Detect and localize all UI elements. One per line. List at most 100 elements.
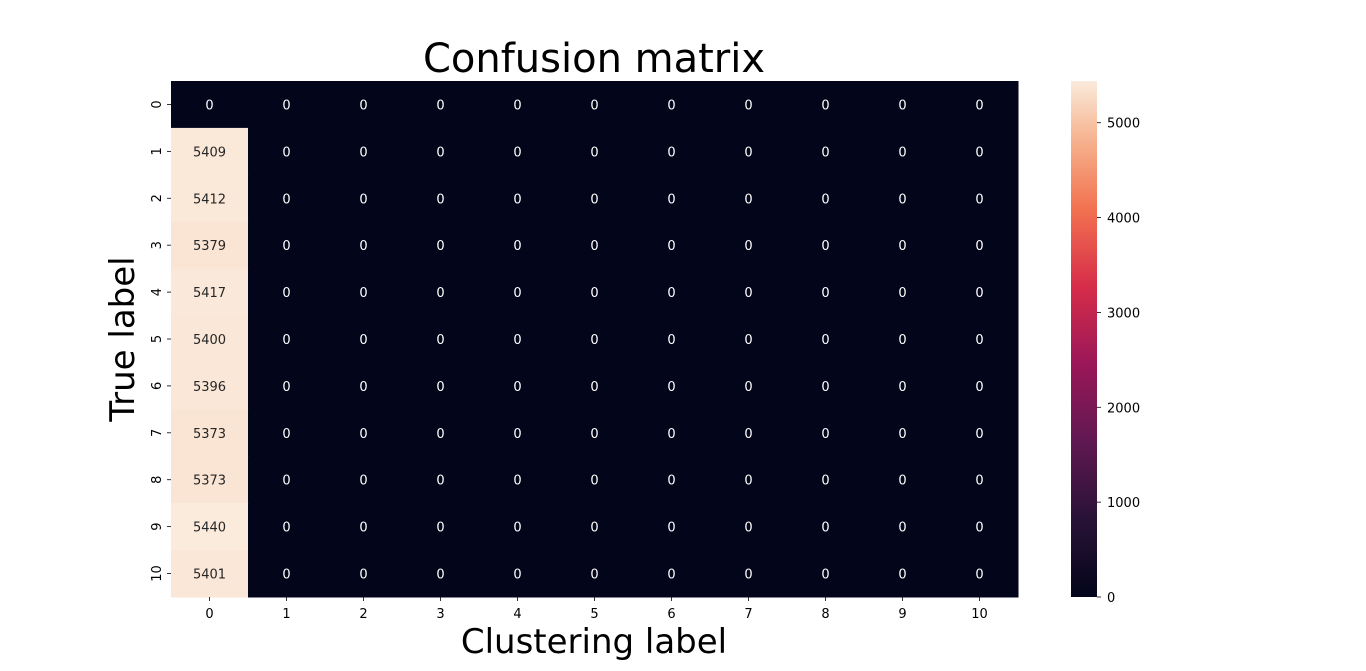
heatmap-cell [710, 456, 788, 504]
heatmap-cell [556, 550, 634, 598]
x-tick-label: 6 [667, 607, 675, 622]
cell-value-label: 0 [513, 568, 521, 583]
colorbar-tick-label: 3000 [1107, 306, 1140, 321]
heatmap-cell [710, 362, 788, 410]
cell-value-label: 0 [436, 286, 444, 301]
y-axis-title: True label [103, 256, 143, 422]
cell-value-label: 0 [590, 521, 598, 536]
heatmap-cell [402, 174, 480, 223]
cell-value-label: 0 [898, 239, 906, 254]
x-axis-title: Clustering label [461, 622, 727, 662]
cell-value-label: 0 [744, 239, 752, 254]
cell-value-label: 5440 [193, 521, 226, 536]
heatmap-cell [864, 362, 942, 410]
heatmap-cell [479, 221, 557, 270]
cell-value-label: 0 [667, 239, 675, 254]
heatmap-cell [787, 268, 865, 317]
cell-value-label: 0 [282, 474, 290, 489]
heatmap-cell [941, 174, 1019, 223]
cell-value-label: 0 [821, 286, 829, 301]
cell-value-label: 0 [821, 145, 829, 160]
heatmap-cell [248, 81, 326, 129]
heatmap-cell [171, 268, 249, 317]
cell-value-label: 0 [975, 192, 983, 207]
heatmap-cell [325, 268, 403, 317]
heatmap-cell [171, 362, 249, 410]
heatmap-cell [787, 81, 865, 129]
cell-value-label: 0 [667, 568, 675, 583]
heatmap-cell [864, 221, 942, 270]
cell-value-label: 0 [898, 192, 906, 207]
heatmap-cell [248, 127, 326, 176]
heatmap-cell [325, 174, 403, 223]
cell-value-label: 0 [821, 427, 829, 442]
cell-value-label: 0 [667, 427, 675, 442]
cell-value-label: 0 [667, 98, 675, 113]
heatmap-cell [325, 503, 403, 551]
cell-value-label: 0 [282, 427, 290, 442]
cell-value-label: 0 [282, 145, 290, 160]
cell-value-label: 0 [744, 286, 752, 301]
heatmap-cell [325, 127, 403, 176]
heatmap-cell [941, 409, 1019, 457]
cell-value-label: 0 [513, 239, 521, 254]
colorbar-tick-label: 1000 [1107, 496, 1140, 511]
cell-value-label: 5373 [193, 427, 226, 442]
y-tick-label: 0 [150, 100, 165, 108]
cell-value-label: 0 [821, 333, 829, 348]
x-tick-label: 3 [436, 607, 444, 622]
heatmap-cell [479, 550, 557, 598]
cell-value-label: 0 [359, 568, 367, 583]
heatmap-cell [325, 550, 403, 598]
colorbar [1071, 81, 1097, 597]
cell-value-label: 0 [744, 98, 752, 113]
heatmap-cell [171, 127, 249, 176]
y-tick-label: 3 [150, 241, 165, 249]
cell-value-label: 0 [898, 427, 906, 442]
heatmap-cell [941, 268, 1019, 317]
heatmap-cell [479, 409, 557, 457]
cell-value-label: 0 [282, 286, 290, 301]
heatmap-cell [479, 315, 557, 363]
cell-value-label: 0 [513, 98, 521, 113]
cell-value-label: 0 [590, 239, 598, 254]
heatmap-cell [325, 362, 403, 410]
heatmap-cell [864, 127, 942, 176]
cell-value-label: 0 [359, 239, 367, 254]
heatmap-cell [941, 503, 1019, 551]
colorbar-tick-label: 5000 [1107, 117, 1140, 132]
cell-value-label: 0 [975, 474, 983, 489]
cell-value-label: 0 [898, 333, 906, 348]
cell-value-label: 0 [667, 333, 675, 348]
cell-value-label: 0 [282, 192, 290, 207]
heatmap-cell [479, 81, 557, 129]
cell-value-label: 0 [513, 380, 521, 395]
y-tick-label: 1 [150, 147, 165, 155]
x-tick-label: 2 [359, 607, 367, 622]
y-tick-label: 5 [150, 335, 165, 343]
y-tick-label: 10 [150, 565, 165, 582]
cell-value-label: 0 [975, 380, 983, 395]
heatmap-cell [556, 409, 634, 457]
heatmap-cell [556, 221, 634, 270]
cell-value-label: 0 [513, 145, 521, 160]
heatmap-cell [710, 127, 788, 176]
heatmap-cell [787, 456, 865, 504]
heatmap-cell [941, 81, 1019, 129]
heatmap-cell [171, 456, 249, 504]
heatmap-cell [633, 315, 711, 363]
heatmap-cell [479, 503, 557, 551]
cell-value-label: 0 [898, 145, 906, 160]
cell-value-label: 0 [975, 98, 983, 113]
heatmap-cell [479, 127, 557, 176]
colorbar-tick-label: 4000 [1107, 212, 1140, 227]
heatmap-cell [248, 409, 326, 457]
cell-value-label: 0 [667, 192, 675, 207]
cell-value-label: 0 [205, 98, 213, 113]
cell-value-label: 0 [898, 521, 906, 536]
heatmap-cell [941, 362, 1019, 410]
chart-title: Confusion matrix [423, 36, 765, 82]
cell-value-label: 0 [975, 239, 983, 254]
heatmap-cell [402, 409, 480, 457]
